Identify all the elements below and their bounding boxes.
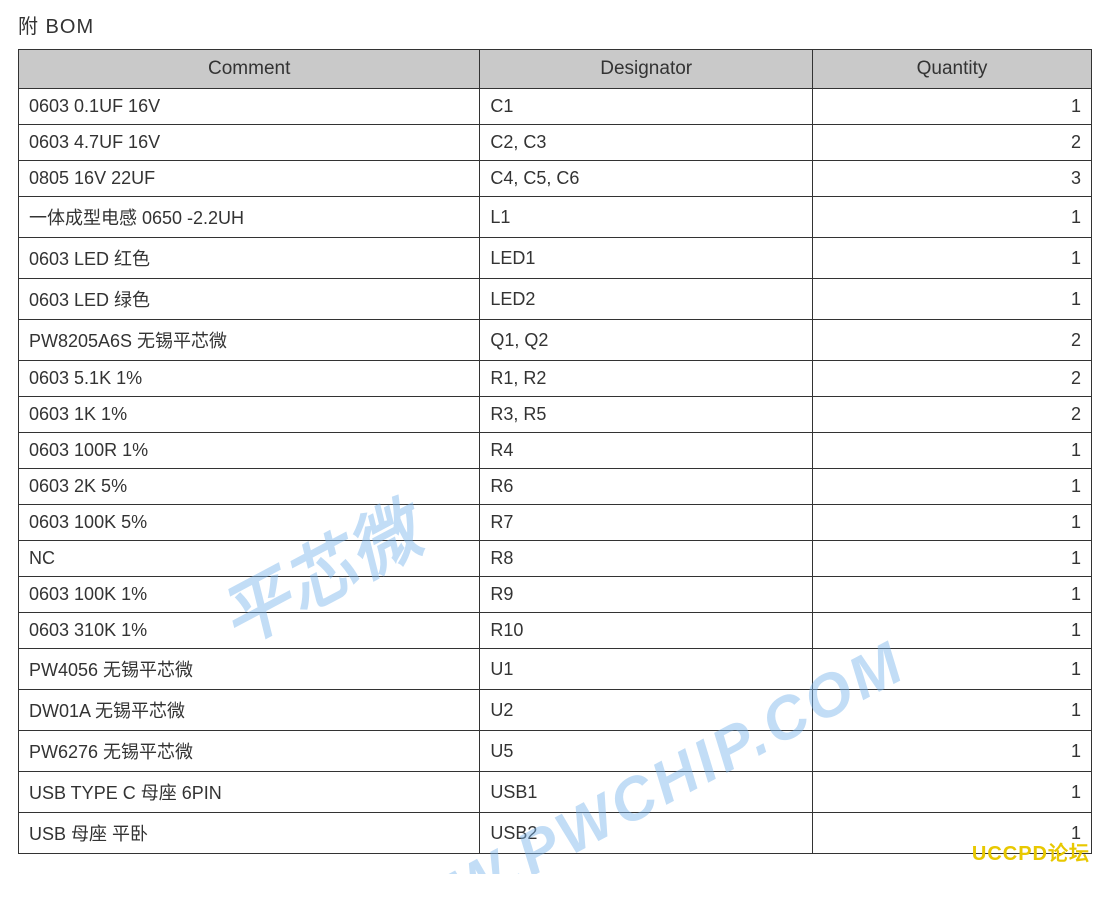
- table-cell: R6: [480, 469, 813, 505]
- table-row: 0603 0.1UF 16VC11: [19, 89, 1092, 125]
- table-cell: R10: [480, 613, 813, 649]
- table-cell: R3, R5: [480, 397, 813, 433]
- table-cell: 1: [813, 89, 1092, 125]
- table-cell: PW6276 无锡平芯微: [19, 731, 480, 772]
- page-title: 附 BOM: [18, 10, 1092, 39]
- table-cell: 0603 2K 5%: [19, 469, 480, 505]
- table-row: USB TYPE C 母座 6PINUSB11: [19, 772, 1092, 813]
- table-cell: C1: [480, 89, 813, 125]
- table-cell: 0603 4.7UF 16V: [19, 125, 480, 161]
- table-cell: R7: [480, 505, 813, 541]
- table-cell: 1: [813, 772, 1092, 813]
- table-row: 0603 2K 5%R61: [19, 469, 1092, 505]
- table-cell: USB 母座 平卧: [19, 813, 480, 854]
- table-cell: U5: [480, 731, 813, 772]
- table-cell: 1: [813, 731, 1092, 772]
- table-cell: 1: [813, 541, 1092, 577]
- table-cell: 3: [813, 161, 1092, 197]
- table-row: 0603 100R 1%R41: [19, 433, 1092, 469]
- table-row: 0603 LED 红色LED11: [19, 238, 1092, 279]
- footer-forum-mark: UCCPD论坛: [972, 837, 1090, 866]
- table-cell: USB1: [480, 772, 813, 813]
- table-row: NCR81: [19, 541, 1092, 577]
- table-row: PW8205A6S 无锡平芯微Q1, Q22: [19, 320, 1092, 361]
- table-row: PW6276 无锡平芯微U51: [19, 731, 1092, 772]
- table-cell: 1: [813, 279, 1092, 320]
- table-cell: 1: [813, 649, 1092, 690]
- table-header-row: Comment Designator Quantity: [19, 50, 1092, 89]
- table-cell: U1: [480, 649, 813, 690]
- table-row: 0603 4.7UF 16VC2, C32: [19, 125, 1092, 161]
- table-row: 0603 100K 1%R91: [19, 577, 1092, 613]
- col-header-comment: Comment: [19, 50, 480, 89]
- table-cell: LED1: [480, 238, 813, 279]
- table-row: 0603 LED 绿色LED21: [19, 279, 1092, 320]
- bom-table: Comment Designator Quantity 0603 0.1UF 1…: [18, 49, 1092, 854]
- table-cell: PW8205A6S 无锡平芯微: [19, 320, 480, 361]
- table-cell: LED2: [480, 279, 813, 320]
- table-cell: 1: [813, 577, 1092, 613]
- table-cell: 2: [813, 320, 1092, 361]
- table-cell: PW4056 无锡平芯微: [19, 649, 480, 690]
- table-row: 0603 5.1K 1%R1, R22: [19, 361, 1092, 397]
- table-row: 0805 16V 22UFC4, C5, C63: [19, 161, 1092, 197]
- table-cell: 2: [813, 397, 1092, 433]
- table-cell: 一体成型电感 0650 -2.2UH: [19, 197, 480, 238]
- table-cell: R4: [480, 433, 813, 469]
- table-row: 0603 1K 1%R3, R52: [19, 397, 1092, 433]
- table-cell: 0603 LED 红色: [19, 238, 480, 279]
- table-cell: 0603 0.1UF 16V: [19, 89, 480, 125]
- table-row: DW01A 无锡平芯微U21: [19, 690, 1092, 731]
- table-row: 0603 100K 5%R71: [19, 505, 1092, 541]
- table-cell: 1: [813, 197, 1092, 238]
- table-cell: 1: [813, 505, 1092, 541]
- table-cell: NC: [19, 541, 480, 577]
- table-cell: 0603 5.1K 1%: [19, 361, 480, 397]
- table-cell: USB TYPE C 母座 6PIN: [19, 772, 480, 813]
- table-cell: 2: [813, 361, 1092, 397]
- table-row: PW4056 无锡平芯微U11: [19, 649, 1092, 690]
- table-cell: USB2: [480, 813, 813, 854]
- col-header-quantity: Quantity: [813, 50, 1092, 89]
- table-cell: 0603 310K 1%: [19, 613, 480, 649]
- table-cell: 0805 16V 22UF: [19, 161, 480, 197]
- table-cell: 0603 LED 绿色: [19, 279, 480, 320]
- table-cell: 1: [813, 690, 1092, 731]
- table-cell: C4, C5, C6: [480, 161, 813, 197]
- table-cell: 0603 100R 1%: [19, 433, 480, 469]
- table-cell: 0603 100K 1%: [19, 577, 480, 613]
- table-cell: R1, R2: [480, 361, 813, 397]
- col-header-designator: Designator: [480, 50, 813, 89]
- table-cell: 1: [813, 469, 1092, 505]
- table-row: 0603 310K 1%R101: [19, 613, 1092, 649]
- table-cell: R9: [480, 577, 813, 613]
- table-cell: U2: [480, 690, 813, 731]
- table-cell: R8: [480, 541, 813, 577]
- table-cell: 0603 100K 5%: [19, 505, 480, 541]
- table-cell: 2: [813, 125, 1092, 161]
- table-cell: C2, C3: [480, 125, 813, 161]
- table-cell: 1: [813, 613, 1092, 649]
- table-cell: Q1, Q2: [480, 320, 813, 361]
- table-cell: 1: [813, 238, 1092, 279]
- table-cell: 0603 1K 1%: [19, 397, 480, 433]
- table-cell: DW01A 无锡平芯微: [19, 690, 480, 731]
- table-row: 一体成型电感 0650 -2.2UHL11: [19, 197, 1092, 238]
- table-cell: L1: [480, 197, 813, 238]
- table-row: USB 母座 平卧USB21: [19, 813, 1092, 854]
- table-cell: 1: [813, 433, 1092, 469]
